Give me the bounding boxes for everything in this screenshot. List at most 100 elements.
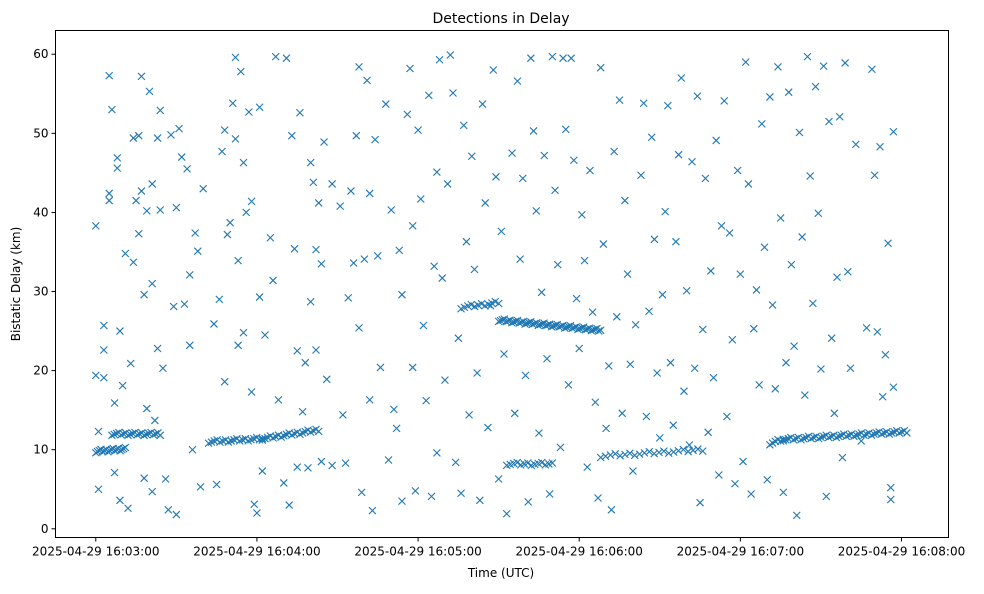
data-point bbox=[126, 430, 135, 439]
data-point bbox=[484, 423, 492, 432]
data-point bbox=[714, 471, 723, 479]
x-axis-label: Time (UTC) bbox=[467, 566, 534, 580]
data-point bbox=[467, 152, 476, 161]
data-point bbox=[842, 432, 851, 441]
data-point bbox=[140, 474, 149, 483]
data-point bbox=[674, 150, 683, 159]
data-point bbox=[110, 430, 119, 439]
data-point bbox=[620, 196, 629, 205]
data-point bbox=[465, 411, 473, 419]
data-point bbox=[889, 383, 898, 392]
data-point bbox=[747, 490, 755, 498]
data-point bbox=[239, 328, 248, 337]
data-point bbox=[728, 335, 737, 344]
data-point bbox=[142, 404, 151, 413]
data-point bbox=[212, 480, 221, 489]
data-point bbox=[153, 134, 162, 142]
data-point bbox=[314, 427, 323, 436]
data-point bbox=[269, 276, 277, 285]
data-point bbox=[669, 421, 678, 430]
data-point bbox=[803, 52, 812, 61]
data-point bbox=[126, 359, 135, 368]
data-point bbox=[594, 494, 602, 502]
data-point bbox=[532, 206, 541, 215]
data-point bbox=[309, 178, 318, 187]
data-point bbox=[352, 131, 361, 140]
data-point bbox=[338, 411, 347, 419]
data-point bbox=[140, 431, 149, 440]
data-point bbox=[787, 260, 796, 269]
data-point bbox=[612, 312, 621, 321]
data-point bbox=[752, 286, 761, 294]
data-point bbox=[645, 307, 653, 316]
data-point bbox=[698, 325, 707, 334]
data-point bbox=[438, 274, 447, 282]
data-point bbox=[666, 358, 675, 367]
data-point bbox=[596, 453, 605, 462]
data-point bbox=[618, 409, 627, 418]
data-point bbox=[799, 434, 808, 443]
data-point bbox=[535, 429, 543, 437]
data-point bbox=[432, 448, 441, 457]
data-point bbox=[690, 364, 699, 373]
data-point bbox=[110, 468, 119, 477]
data-point bbox=[523, 459, 532, 467]
data-point bbox=[124, 431, 132, 440]
data-point bbox=[121, 249, 130, 258]
data-point bbox=[832, 433, 841, 442]
data-point bbox=[220, 377, 229, 386]
data-point bbox=[430, 262, 439, 271]
data-point bbox=[838, 453, 847, 462]
data-point bbox=[341, 459, 350, 468]
data-point bbox=[596, 63, 605, 72]
data-point bbox=[548, 459, 557, 467]
data-point bbox=[895, 429, 904, 437]
data-point bbox=[312, 346, 320, 354]
data-point bbox=[744, 180, 753, 188]
data-point bbox=[510, 409, 519, 418]
data-point bbox=[116, 496, 124, 505]
data-point bbox=[601, 452, 610, 461]
data-point bbox=[567, 54, 576, 63]
y-tick-label: 50 bbox=[33, 126, 48, 140]
data-point bbox=[606, 451, 615, 459]
data-point bbox=[137, 72, 146, 81]
data-point bbox=[282, 54, 291, 63]
data-point bbox=[851, 140, 860, 149]
data-point bbox=[720, 97, 729, 105]
data-point bbox=[381, 100, 390, 108]
data-point bbox=[784, 88, 793, 97]
data-point bbox=[647, 133, 656, 142]
data-point bbox=[133, 430, 142, 439]
data-point bbox=[672, 237, 680, 246]
data-point bbox=[655, 448, 663, 457]
data-point bbox=[357, 488, 366, 497]
x-tick-label: 2025-04-29 16:03:00 bbox=[32, 545, 159, 559]
data-point bbox=[779, 436, 788, 445]
data-point bbox=[287, 131, 296, 140]
data-point bbox=[717, 221, 726, 230]
data-point bbox=[177, 153, 186, 161]
data-point bbox=[580, 256, 589, 265]
data-point bbox=[368, 506, 377, 515]
data-point bbox=[607, 505, 616, 514]
data-point bbox=[701, 174, 710, 183]
data-point bbox=[134, 131, 143, 140]
data-point bbox=[218, 147, 226, 156]
data-point bbox=[771, 384, 780, 393]
data-point bbox=[819, 62, 828, 70]
data-point bbox=[623, 270, 632, 279]
data-point bbox=[398, 497, 406, 506]
data-point bbox=[360, 255, 369, 263]
data-point bbox=[105, 189, 114, 198]
data-point bbox=[809, 433, 818, 442]
data-point bbox=[135, 429, 144, 438]
data-point bbox=[151, 429, 160, 438]
data-point bbox=[180, 300, 189, 309]
data-point bbox=[792, 511, 801, 520]
data-point bbox=[886, 495, 895, 504]
data-point bbox=[663, 101, 672, 110]
data-point bbox=[725, 229, 734, 237]
data-point bbox=[679, 445, 688, 454]
data-point bbox=[835, 112, 844, 121]
